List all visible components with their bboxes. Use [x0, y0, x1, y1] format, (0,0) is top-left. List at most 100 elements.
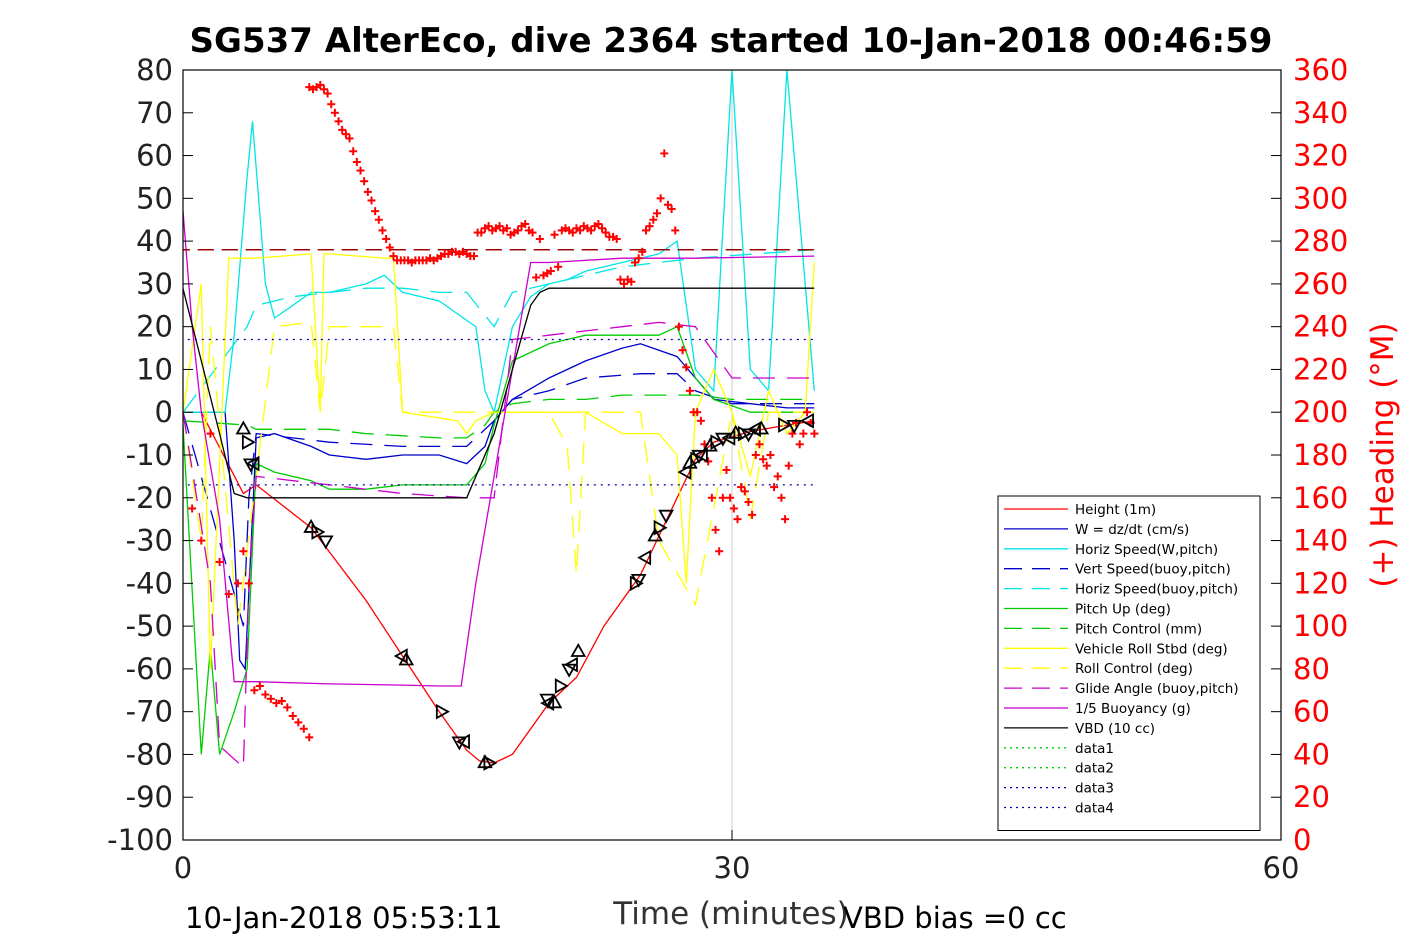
marker-point: [398, 651, 415, 666]
marker-point: [653, 519, 668, 536]
legend-label: Vehicle Roll Stbd (deg): [1075, 641, 1228, 657]
marker-point: [737, 425, 752, 442]
y-tick-label: -100: [107, 823, 173, 857]
heading-point: [587, 226, 596, 235]
legend-label: data2: [1075, 761, 1114, 777]
legend-label: Pitch Up (deg): [1075, 602, 1171, 618]
heading-point: [316, 80, 325, 89]
heading-point: [568, 228, 577, 237]
heading-point: [334, 117, 343, 126]
heading-point: [616, 275, 625, 284]
right-tick-label: 140: [1293, 524, 1348, 558]
heading-point: [696, 416, 705, 425]
marker-point: [702, 437, 718, 452]
y-tick-label: -50: [126, 609, 173, 643]
right-tick-label: 20: [1293, 780, 1330, 814]
heading-point: [718, 493, 727, 502]
heading-point: [748, 510, 757, 519]
heading-point: [554, 262, 563, 271]
legend-label: VBD (10 cc): [1075, 721, 1155, 737]
right-tick-label: 340: [1293, 96, 1348, 130]
heading-point: [740, 487, 749, 496]
series-line-5: [183, 325, 815, 755]
right-tick-label: 0: [1293, 823, 1311, 857]
heading-point: [656, 194, 665, 203]
heading-point: [546, 267, 555, 276]
heading-point: [521, 220, 530, 228]
heading-point: [663, 200, 672, 209]
heading-point: [349, 147, 358, 156]
footer-timestamp: 10-Jan-2018 05:53:11: [185, 901, 502, 935]
y-tick-label: 20: [136, 310, 173, 344]
heading-point: [378, 226, 387, 235]
series-line-4: [183, 249, 815, 413]
heading-point: [502, 224, 511, 233]
heading-point: [215, 557, 224, 566]
heading-point: [255, 682, 264, 690]
y-tick-label: 60: [136, 139, 173, 173]
heading-point: [715, 547, 724, 556]
heading-point: [707, 493, 716, 502]
heading-point: [674, 322, 683, 331]
right-tick-label: 240: [1293, 310, 1348, 344]
heading-point: [671, 226, 680, 235]
marker-point: [554, 678, 569, 694]
heading-point: [766, 451, 775, 459]
heading-point: [495, 222, 504, 231]
heading-point: [323, 89, 332, 98]
heading-point: [729, 504, 738, 513]
heading-point: [206, 429, 215, 438]
heading-point: [620, 279, 629, 288]
marker-point: [786, 419, 803, 434]
heading-point: [744, 498, 753, 507]
heading-point: [795, 440, 804, 449]
legend-label: Height (1m): [1075, 502, 1156, 518]
heading-point: [733, 515, 742, 524]
heading-point: [305, 733, 314, 742]
legend-box: [997, 495, 1261, 831]
heading-point: [374, 215, 383, 224]
marker-point: [677, 464, 692, 480]
right-tick-label: 160: [1293, 481, 1348, 515]
marker-point: [800, 412, 814, 429]
marker-point: [451, 736, 468, 751]
heading-point: [535, 234, 544, 243]
heading-point: [272, 699, 281, 708]
heading-point: [678, 346, 687, 355]
tick-labels: 80706050403020100-10-20-30-40-50-60-70-8…: [107, 53, 1348, 885]
heading-point: [810, 429, 819, 438]
heading-point: [726, 493, 735, 502]
heading-point: [759, 455, 768, 464]
marker-point: [245, 455, 260, 472]
heading-point: [484, 222, 493, 231]
marker-point: [778, 417, 793, 433]
heading-point: [389, 252, 398, 261]
marker-point: [629, 575, 644, 592]
heading-point: [576, 226, 585, 235]
series-line-1: [183, 343, 815, 671]
marker-point: [570, 642, 587, 657]
right-tick-label: 300: [1293, 181, 1348, 215]
heading-point: [634, 254, 643, 263]
heading-point: [784, 461, 793, 470]
heading-point: [751, 451, 760, 459]
y-tick-label: 40: [136, 224, 173, 258]
heading-point: [612, 234, 621, 243]
heading-point: [649, 215, 658, 224]
marker-point: [546, 694, 563, 709]
heading-point: [233, 579, 242, 588]
marker-point: [710, 434, 725, 451]
legend-label: Vert Speed(buoy,pitch): [1075, 562, 1231, 578]
y-tick-label: 10: [136, 352, 173, 386]
x-axis-label: Time (minutes): [612, 896, 848, 932]
heading-point: [722, 465, 731, 474]
x-tick-label: 0: [174, 851, 192, 885]
heading-point: [188, 504, 197, 513]
heading-point: [652, 209, 661, 218]
y-tick-label: 80: [136, 53, 173, 87]
heading-point: [641, 226, 650, 235]
heading-point: [250, 686, 259, 695]
heading-point: [294, 718, 303, 727]
heading-point: [330, 108, 339, 117]
